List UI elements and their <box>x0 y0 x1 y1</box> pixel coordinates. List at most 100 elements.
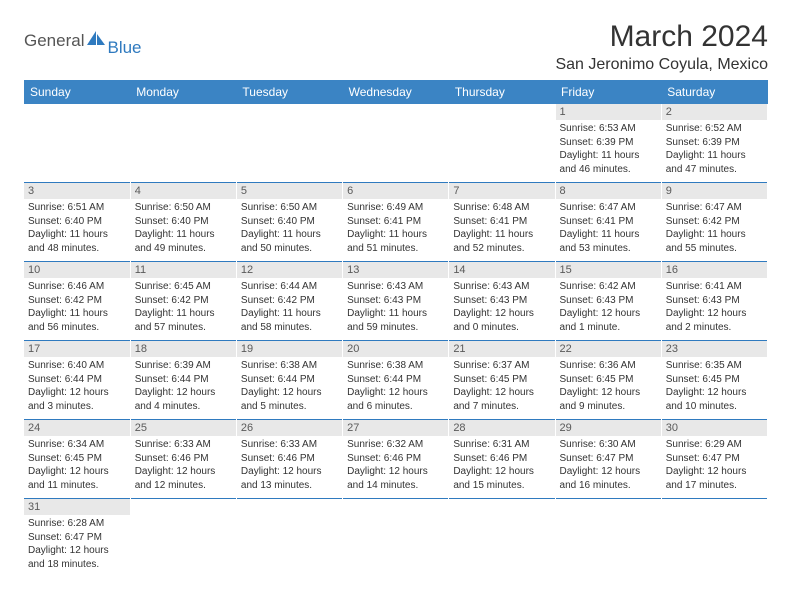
day-detail-cell: Sunrise: 6:46 AMSunset: 6:42 PMDaylight:… <box>24 278 130 341</box>
day-number-cell: 20 <box>343 341 449 358</box>
sunrise-line: Sunrise: 6:30 AM <box>560 438 657 452</box>
weekday-header: Monday <box>130 80 236 104</box>
sunrise-line: Sunrise: 6:38 AM <box>347 359 444 373</box>
day-detail-cell: Sunrise: 6:49 AMSunset: 6:41 PMDaylight:… <box>343 199 449 262</box>
day-detail-cell: Sunrise: 6:44 AMSunset: 6:42 PMDaylight:… <box>236 278 342 341</box>
day-number-cell <box>449 499 555 516</box>
sunset-line: Sunset: 6:42 PM <box>666 215 763 229</box>
daynum-row: 31 <box>24 499 768 516</box>
sunset-line: Sunset: 6:45 PM <box>560 373 657 387</box>
sunrise-line: Sunrise: 6:41 AM <box>666 280 763 294</box>
day-number-cell: 6 <box>343 183 449 200</box>
day-detail-cell <box>24 120 130 183</box>
day-detail-cell: Sunrise: 6:28 AMSunset: 6:47 PMDaylight:… <box>24 515 130 577</box>
daynum-row: 17181920212223 <box>24 341 768 358</box>
daylight-line: Daylight: 12 hours and 2 minutes. <box>666 307 763 334</box>
daylight-line: Daylight: 12 hours and 7 minutes. <box>453 386 550 413</box>
day-number-cell: 18 <box>130 341 236 358</box>
sunset-line: Sunset: 6:43 PM <box>666 294 763 308</box>
sunset-line: Sunset: 6:40 PM <box>28 215 126 229</box>
day-number-cell: 24 <box>24 420 130 437</box>
day-number-cell: 26 <box>236 420 342 437</box>
sunrise-line: Sunrise: 6:35 AM <box>666 359 763 373</box>
calendar-body: 12Sunrise: 6:53 AMSunset: 6:39 PMDayligh… <box>24 104 768 577</box>
sunset-line: Sunset: 6:39 PM <box>666 136 763 150</box>
sunrise-line: Sunrise: 6:51 AM <box>28 201 126 215</box>
day-number-cell: 17 <box>24 341 130 358</box>
day-detail-cell: Sunrise: 6:30 AMSunset: 6:47 PMDaylight:… <box>555 436 661 499</box>
day-number-cell: 3 <box>24 183 130 200</box>
sunrise-line: Sunrise: 6:47 AM <box>666 201 763 215</box>
sunset-line: Sunset: 6:41 PM <box>453 215 550 229</box>
sunset-line: Sunset: 6:46 PM <box>347 452 444 466</box>
day-detail-cell <box>343 515 449 577</box>
day-detail-cell <box>343 120 449 183</box>
day-detail-cell: Sunrise: 6:31 AMSunset: 6:46 PMDaylight:… <box>449 436 555 499</box>
daylight-line: Daylight: 11 hours and 59 minutes. <box>347 307 444 334</box>
daylight-line: Daylight: 11 hours and 49 minutes. <box>135 228 232 255</box>
sunset-line: Sunset: 6:43 PM <box>453 294 550 308</box>
sunset-line: Sunset: 6:39 PM <box>560 136 657 150</box>
sunset-line: Sunset: 6:40 PM <box>135 215 232 229</box>
day-number-cell <box>130 499 236 516</box>
day-number-cell: 7 <box>449 183 555 200</box>
daylight-line: Daylight: 11 hours and 58 minutes. <box>241 307 338 334</box>
day-number-cell <box>343 104 449 120</box>
day-detail-cell: Sunrise: 6:36 AMSunset: 6:45 PMDaylight:… <box>555 357 661 420</box>
daylight-line: Daylight: 11 hours and 52 minutes. <box>453 228 550 255</box>
daylight-line: Daylight: 12 hours and 9 minutes. <box>560 386 657 413</box>
day-detail-cell <box>236 120 342 183</box>
weekday-header: Thursday <box>449 80 555 104</box>
sunrise-line: Sunrise: 6:45 AM <box>135 280 232 294</box>
day-number-cell: 28 <box>449 420 555 437</box>
month-title: March 2024 <box>555 20 768 54</box>
daylight-line: Daylight: 11 hours and 51 minutes. <box>347 228 444 255</box>
day-number-cell: 21 <box>449 341 555 358</box>
calendar-table: SundayMondayTuesdayWednesdayThursdayFrid… <box>24 80 768 577</box>
daylight-line: Daylight: 12 hours and 10 minutes. <box>666 386 763 413</box>
day-detail-cell: Sunrise: 6:51 AMSunset: 6:40 PMDaylight:… <box>24 199 130 262</box>
daylight-line: Daylight: 11 hours and 53 minutes. <box>560 228 657 255</box>
daylight-line: Daylight: 12 hours and 13 minutes. <box>241 465 338 492</box>
weekday-header: Saturday <box>661 80 767 104</box>
day-number-cell: 11 <box>130 262 236 279</box>
day-detail-cell: Sunrise: 6:53 AMSunset: 6:39 PMDaylight:… <box>555 120 661 183</box>
weekday-header-row: SundayMondayTuesdayWednesdayThursdayFrid… <box>24 80 768 104</box>
location: San Jeronimo Coyula, Mexico <box>555 56 768 74</box>
day-detail-cell: Sunrise: 6:33 AMSunset: 6:46 PMDaylight:… <box>236 436 342 499</box>
daylight-line: Daylight: 12 hours and 0 minutes. <box>453 307 550 334</box>
day-number-cell: 8 <box>555 183 661 200</box>
sunrise-line: Sunrise: 6:39 AM <box>135 359 232 373</box>
day-detail-cell <box>555 515 661 577</box>
day-detail-cell: Sunrise: 6:35 AMSunset: 6:45 PMDaylight:… <box>661 357 767 420</box>
day-number-cell <box>555 499 661 516</box>
sunrise-line: Sunrise: 6:38 AM <box>241 359 338 373</box>
day-detail-cell <box>130 120 236 183</box>
daylight-line: Daylight: 12 hours and 14 minutes. <box>347 465 444 492</box>
day-detail-cell: Sunrise: 6:40 AMSunset: 6:44 PMDaylight:… <box>24 357 130 420</box>
sunset-line: Sunset: 6:45 PM <box>666 373 763 387</box>
logo-text-general: General <box>24 31 84 51</box>
day-number-cell: 5 <box>236 183 342 200</box>
sunrise-line: Sunrise: 6:36 AM <box>560 359 657 373</box>
daynum-row: 10111213141516 <box>24 262 768 279</box>
day-detail-cell <box>449 515 555 577</box>
sunrise-line: Sunrise: 6:34 AM <box>28 438 126 452</box>
sunset-line: Sunset: 6:45 PM <box>453 373 550 387</box>
day-detail-cell: Sunrise: 6:41 AMSunset: 6:43 PMDaylight:… <box>661 278 767 341</box>
sunrise-line: Sunrise: 6:43 AM <box>453 280 550 294</box>
day-number-cell: 4 <box>130 183 236 200</box>
detail-row: Sunrise: 6:28 AMSunset: 6:47 PMDaylight:… <box>24 515 768 577</box>
day-number-cell: 29 <box>555 420 661 437</box>
day-number-cell: 25 <box>130 420 236 437</box>
day-number-cell <box>130 104 236 120</box>
detail-row: Sunrise: 6:46 AMSunset: 6:42 PMDaylight:… <box>24 278 768 341</box>
day-detail-cell: Sunrise: 6:37 AMSunset: 6:45 PMDaylight:… <box>449 357 555 420</box>
day-number-cell: 13 <box>343 262 449 279</box>
sunset-line: Sunset: 6:46 PM <box>135 452 232 466</box>
sunrise-line: Sunrise: 6:49 AM <box>347 201 444 215</box>
title-block: March 2024 San Jeronimo Coyula, Mexico <box>555 20 768 74</box>
day-number-cell: 15 <box>555 262 661 279</box>
daylight-line: Daylight: 11 hours and 47 minutes. <box>666 149 763 176</box>
sunset-line: Sunset: 6:40 PM <box>241 215 338 229</box>
